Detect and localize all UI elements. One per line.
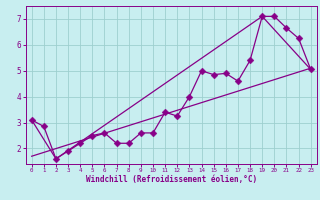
X-axis label: Windchill (Refroidissement éolien,°C): Windchill (Refroidissement éolien,°C) <box>86 175 257 184</box>
